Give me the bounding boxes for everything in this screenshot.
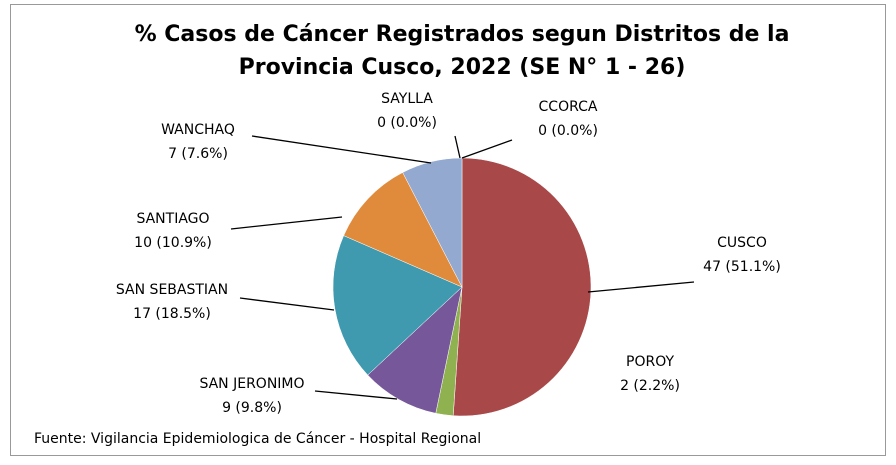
- leader-line: [239, 297, 335, 311]
- slice-label: SAN JERONIMO: [199, 376, 304, 392]
- chart-title: % Casos de Cáncer Registrados segun Dist…: [134, 22, 790, 80]
- pie-slice: [343, 172, 463, 288]
- slice-label: CUSCO: [717, 235, 767, 251]
- source: Fuente: Vigilancia Epidemiologica de Cán…: [34, 431, 481, 447]
- leader-line: [230, 216, 343, 230]
- slice-label: SAN SEBASTIAN: [116, 282, 228, 298]
- pie-slice: [402, 157, 463, 288]
- pie-slice: [332, 235, 463, 376]
- value-label: 17 (18.5%): [133, 306, 211, 322]
- leader-line: [251, 135, 432, 164]
- leader-line: [314, 390, 398, 400]
- value-label: 7 (7.6%): [168, 146, 228, 162]
- value-label: 9 (9.8%): [222, 400, 282, 416]
- pie-slice: [367, 286, 463, 414]
- slice-label: WANCHAQ: [161, 122, 235, 138]
- value-label: 10 (10.9%): [134, 235, 212, 251]
- value-label: 0 (0.0%): [377, 115, 437, 131]
- slice-label: SAYLLA: [381, 91, 433, 107]
- slice-label: SANTIAGO: [136, 211, 209, 227]
- slice-label: CCORCA: [539, 99, 598, 115]
- slice-label: POROY: [626, 354, 674, 370]
- value-label: 2 (2.2%): [620, 378, 680, 394]
- leader-line: [587, 281, 695, 293]
- leader-line: [461, 139, 513, 159]
- leader-line: [454, 135, 461, 159]
- value-label: 47 (51.1%): [703, 259, 781, 275]
- value-label: 0 (0.0%): [538, 123, 598, 139]
